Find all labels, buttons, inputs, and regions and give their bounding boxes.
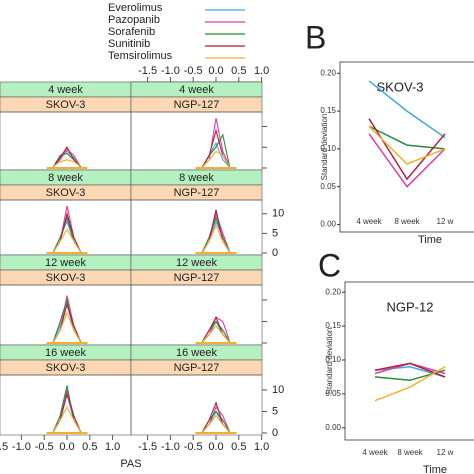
x-axis-label: PAS — [120, 458, 141, 470]
x-tick-label: 12 w — [437, 448, 454, 457]
chart-title: NGP-12 — [387, 299, 434, 314]
density-curve — [52, 159, 82, 167]
density-curve — [52, 228, 82, 253]
chart-title: SKOV-3 — [377, 79, 424, 94]
y-tick-label: 0.00 — [320, 220, 336, 229]
strip-cell-label: NGP-127 — [174, 362, 220, 374]
x-tick-label: 12 w — [437, 217, 454, 226]
y-tick-label: 0.15 — [320, 106, 336, 115]
strip-cell-label: SKOV-3 — [46, 99, 86, 111]
density-curve — [201, 324, 231, 343]
y-axis-label: Standard deviation — [325, 328, 334, 395]
y-axis-label: Standard deviation — [320, 114, 329, 181]
panel-letter: C — [318, 247, 341, 283]
y-tick-label: 0.05 — [325, 389, 341, 398]
x-tick-label: 1.0 — [254, 441, 269, 453]
legend-label: Sorafenib — [108, 26, 155, 38]
y-tick-label: 10 — [272, 208, 284, 220]
x-tick-label: -1.0 — [161, 441, 180, 453]
x-tick-label: 0.0 — [59, 441, 74, 453]
strip-time-label: 12 week — [45, 257, 86, 269]
x-tick-label: 1.0 — [254, 65, 269, 77]
x-tick-label: 1.0 — [105, 441, 120, 453]
strip-time-label: 4 week — [48, 84, 83, 96]
series-line — [368, 125, 446, 150]
x-tick-label: -1.5 — [138, 441, 157, 453]
x-axis-label: Time — [423, 464, 447, 474]
x-tick-label: 0.0 — [208, 65, 223, 77]
density-curve — [201, 216, 231, 253]
y-tick-label: 5 — [272, 405, 278, 417]
series-line — [374, 366, 446, 402]
x-tick-label: -1.5 — [138, 65, 157, 77]
legend-label: Sunitinib — [108, 38, 150, 50]
series-line — [368, 125, 446, 165]
x-tick-label: -1.0 — [161, 65, 180, 77]
strip-time-label: 16 week — [45, 347, 86, 359]
strip-time-label: 12 week — [176, 257, 217, 269]
x-tick-label: 0.0 — [208, 441, 223, 453]
y-tick-label: 0.10 — [320, 144, 336, 153]
legend-label: Temsirolimus — [108, 50, 173, 62]
strip-time-label: 8 week — [179, 172, 214, 184]
strip-time-label: 4 week — [179, 84, 214, 96]
x-tick-label: 8 week — [394, 217, 420, 226]
x-tick-label: 0.5 — [231, 441, 246, 453]
x-tick-label: 4 week — [356, 217, 382, 226]
x-tick-label: -0.5 — [184, 65, 203, 77]
strip-time-label: 16 week — [176, 347, 217, 359]
legend-label: Everolimus — [108, 2, 163, 14]
y-tick-label: 0 — [272, 427, 278, 439]
x-tick-label: -0.5 — [184, 441, 203, 453]
plot-frame — [339, 61, 474, 233]
density-curve — [52, 148, 82, 168]
density-curve — [52, 406, 82, 432]
y-tick-label: 10 — [272, 384, 284, 396]
density-curve — [52, 146, 82, 168]
density-curve — [52, 311, 82, 342]
panel — [130, 374, 263, 436]
legend-label: Pazopanib — [108, 14, 160, 26]
strip-cell-label: SKOV-3 — [46, 187, 86, 199]
density-curve — [201, 150, 231, 168]
x-axis-label: Time — [418, 234, 442, 246]
series-line — [374, 362, 446, 378]
density-curve — [201, 224, 231, 253]
x-tick-label: 4 week — [362, 448, 388, 457]
plot-frame — [344, 281, 474, 441]
y-tick-label: 0.15 — [325, 321, 341, 330]
x-tick-label: -1.5 — [0, 441, 8, 453]
series-line — [368, 80, 446, 139]
strip-cell-label: SKOV-3 — [46, 272, 86, 284]
density-curve — [201, 414, 231, 433]
y-tick-label: 0.05 — [320, 182, 336, 191]
series-line — [368, 133, 446, 188]
y-tick-label: 0.10 — [325, 355, 341, 364]
strip-cell-label: NGP-127 — [174, 272, 220, 284]
strip-time-label: 8 week — [48, 172, 83, 184]
x-tick-label: 0.5 — [82, 441, 97, 453]
x-tick-label: 8 week — [397, 448, 423, 457]
x-tick-label: 0.5 — [231, 65, 246, 77]
y-tick-label: 0 — [272, 247, 278, 259]
strip-cell-label: SKOV-3 — [46, 362, 86, 374]
y-tick-label: 0.00 — [325, 423, 341, 432]
x-tick-label: -1.0 — [12, 441, 31, 453]
y-tick-label: 0.20 — [325, 287, 341, 296]
strip-cell-label: NGP-127 — [174, 187, 220, 199]
y-tick-label: 0.20 — [320, 68, 336, 77]
x-tick-label: -0.5 — [35, 441, 54, 453]
y-tick-label: 5 — [272, 227, 278, 239]
panel-letter: B — [305, 19, 326, 55]
strip-cell-label: NGP-127 — [174, 99, 220, 111]
